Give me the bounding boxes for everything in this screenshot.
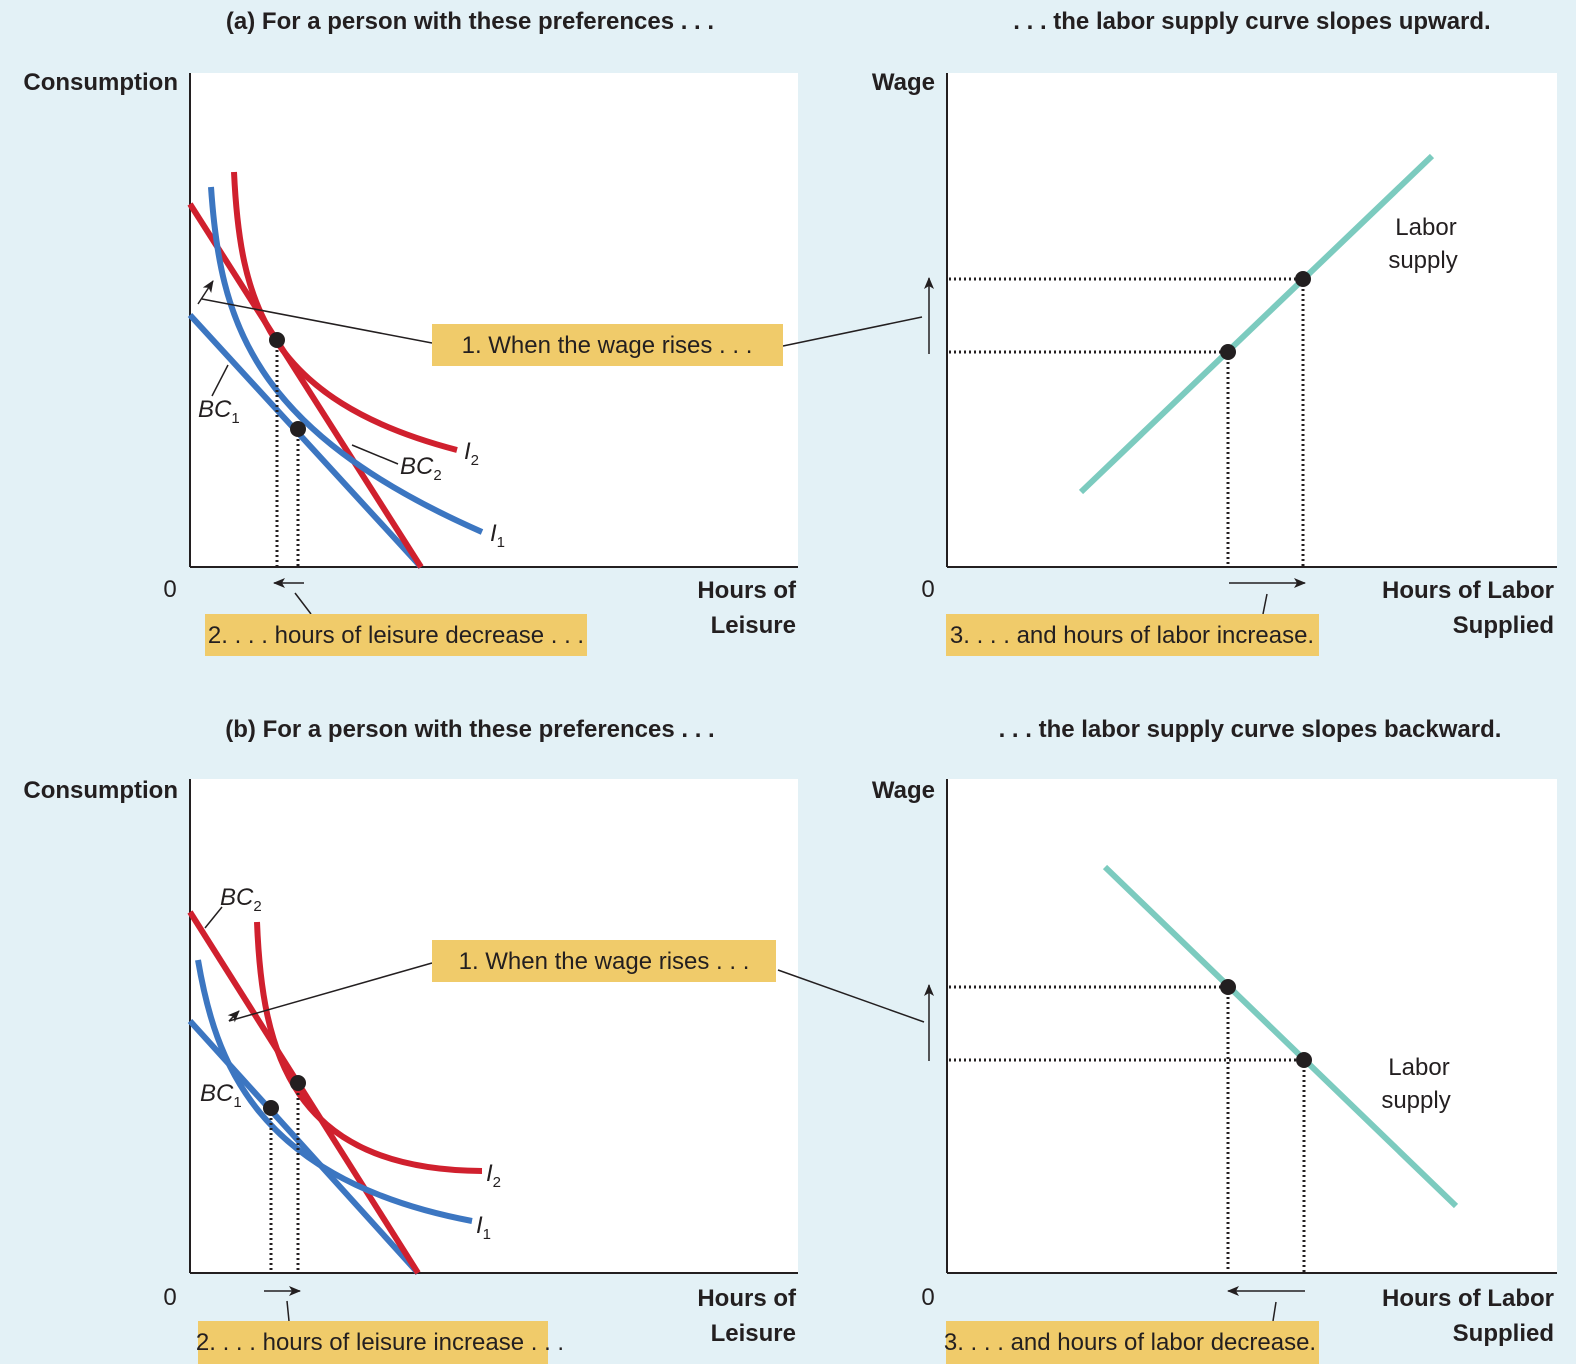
- wage-callout-leader-right: [777, 969, 925, 1023]
- optimum-point-old: [263, 1100, 279, 1116]
- wage-axis-label: Wage: [872, 69, 935, 96]
- labor-axis-label-line2: Supplied: [1453, 612, 1554, 639]
- labor-supply-label-line1: Labor: [1388, 1054, 1449, 1081]
- labor-supply-point-low: [1220, 344, 1236, 360]
- labor-increase-callout: 3. . . . and hours of labor increase.: [946, 614, 1319, 656]
- wage-rises-callout: 1. When the wage rises . . .: [432, 940, 776, 982]
- bc1-label: BC1: [200, 1080, 242, 1111]
- panel-a-left-title: (a) For a person with these preferences …: [226, 8, 714, 35]
- budget-constraint-bc2: [187, 910, 421, 1275]
- consumption-axis-label: Consumption: [23, 777, 178, 804]
- optimum-point-old: [290, 421, 306, 437]
- leisure-axis-label-line2: Leisure: [711, 1320, 796, 1347]
- panel-a-right-title: . . . the labor supply curve slopes upwa…: [1013, 8, 1490, 35]
- leisure-decrease-callout: 2. . . . hours of leisure decrease . . .: [205, 614, 587, 656]
- bc2-label: BC2: [400, 453, 442, 484]
- bc-shift-arrow: [227, 1010, 240, 1023]
- labor-axis-label-line1: Hours of Labor: [1382, 577, 1554, 604]
- labor-supply-point-low-wage: [1296, 1052, 1312, 1068]
- plot-area: [190, 73, 798, 567]
- consumption-axis-label: Consumption: [23, 69, 178, 96]
- labor-axis-label-line2: Supplied: [1453, 1320, 1554, 1347]
- svg-text:2. . . . hours of leisure incr: 2. . . . hours of leisure increase . . .: [196, 1329, 564, 1356]
- bc1-leader: [211, 364, 229, 397]
- wage-callout-leader-left: [228, 962, 433, 1022]
- wage-axis-label: Wage: [872, 777, 935, 804]
- indifference-curve-i1: [208, 186, 484, 535]
- wage-rises-callout: 1. When the wage rises . . .: [432, 324, 783, 366]
- leisure-callout-leader: [294, 592, 312, 615]
- budget-constraint-bc2: [187, 202, 424, 569]
- i1-label: I1: [476, 1212, 491, 1243]
- plot-area: [947, 779, 1557, 1273]
- optimum-point-new: [269, 332, 285, 348]
- labor-supply-label-line2: supply: [1381, 1087, 1450, 1114]
- labor-callout-leader: [1262, 593, 1268, 615]
- i2-label: I2: [464, 438, 479, 469]
- origin-label: 0: [921, 1284, 934, 1311]
- bc2-leader: [204, 906, 223, 929]
- indifference-curve-i1: [195, 959, 473, 1224]
- svg-text:2. . . . hours of leisure decr: 2. . . . hours of leisure decrease . . .: [208, 622, 584, 649]
- bc2-leader: [351, 444, 399, 465]
- origin-label: 0: [163, 1284, 176, 1311]
- labor-axis-label-line1: Hours of Labor: [1382, 1285, 1554, 1312]
- leisure-axis-label-line1: Hours of: [697, 577, 797, 604]
- labor-decrease-callout: 3. . . . and hours of labor decrease.: [944, 1321, 1319, 1364]
- labor-supply-label-line2: supply: [1388, 247, 1457, 274]
- bc1-label: BC1: [198, 396, 240, 427]
- labor-supply-curve: [1102, 864, 1459, 1209]
- panel-b-labor-supply-graph: Wage 0 Hours of Labor Supplied Labor sup…: [872, 777, 1557, 1347]
- panel-a-labor-supply-graph: Wage 0 Hours of Labor Supplied Labor sup…: [872, 69, 1557, 639]
- labor-supply-point-high-wage: [1220, 979, 1236, 995]
- labor-supply-label-line1: Labor: [1395, 214, 1456, 241]
- wage-callout-leader-right: [782, 316, 923, 347]
- panel-b: (b) For a person with these preferences …: [23, 716, 1557, 1364]
- bc-shift-arrow: [197, 280, 214, 305]
- i1-label: I1: [490, 520, 505, 551]
- panel-b-right-title: . . . the labor supply curve slopes back…: [999, 716, 1502, 743]
- svg-text:3. . . . and hours of labor de: 3. . . . and hours of labor decrease.: [944, 1329, 1316, 1356]
- plot-area: [947, 73, 1557, 567]
- bc2-label: BC2: [220, 884, 262, 915]
- svg-text:3. . . . and hours of labor in: 3. . . . and hours of labor increase.: [950, 622, 1314, 649]
- panel-a-indifference-graph: Consumption 0 Hours of Leisure BC1 BC2 I…: [23, 69, 798, 639]
- svg-text:1. When the wage rises . . .: 1. When the wage rises . . .: [459, 948, 750, 975]
- optimum-point-new: [290, 1075, 306, 1091]
- leisure-axis-label-line1: Hours of: [697, 1285, 797, 1312]
- panel-a: (a) For a person with these preferences …: [23, 8, 1557, 656]
- labor-callout-leader: [1272, 1301, 1277, 1322]
- i2-label: I2: [486, 1160, 501, 1191]
- leisure-callout-leader: [286, 1300, 290, 1322]
- leisure-increase-callout: 2. . . . hours of leisure increase . . .: [196, 1321, 564, 1364]
- wage-callout-leader-left: [201, 298, 433, 344]
- origin-label: 0: [921, 576, 934, 603]
- origin-label: 0: [163, 576, 176, 603]
- labor-supply-curve: [1078, 153, 1435, 495]
- labor-supply-point-high: [1295, 271, 1311, 287]
- leisure-axis-label-line2: Leisure: [711, 612, 796, 639]
- panel-b-left-title: (b) For a person with these preferences …: [225, 716, 714, 743]
- budget-constraint-bc1: [187, 312, 424, 570]
- plot-area: [190, 779, 798, 1273]
- panel-b-indifference-graph: Consumption 0 Hours of Leisure BC2 BC1 I…: [23, 777, 798, 1347]
- svg-text:1. When the wage rises . . .: 1. When the wage rises . . .: [462, 332, 753, 359]
